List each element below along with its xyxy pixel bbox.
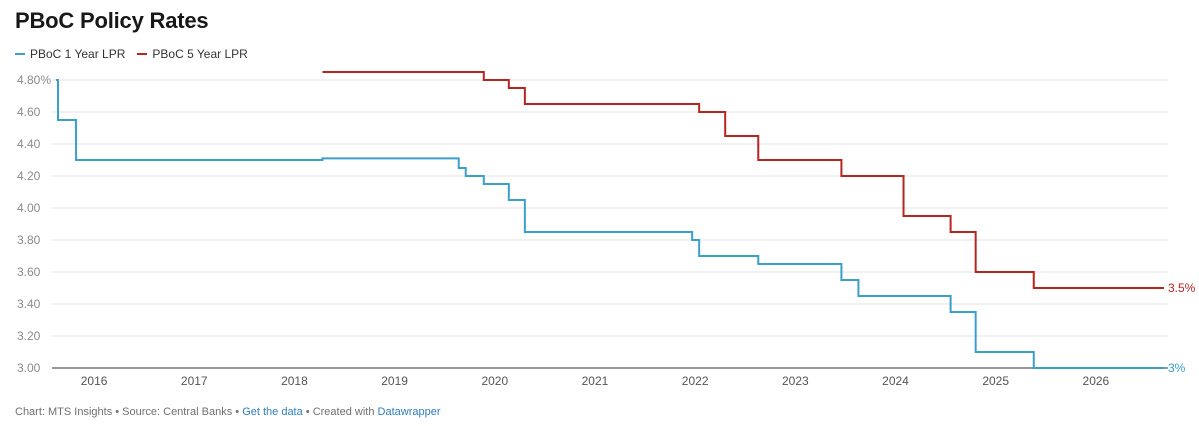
x-tick-label: 2019	[381, 374, 408, 388]
y-tick-label: 4.60	[17, 105, 41, 119]
footer: Chart: MTS Insights • Source: Central Ba…	[15, 406, 441, 418]
x-tick-label: 2020	[481, 374, 508, 388]
x-tick-label: 2021	[582, 374, 609, 388]
legend-label-1-year: PBoC 1 Year LPR	[30, 47, 126, 61]
y-tick-label: 4.80%	[17, 73, 51, 87]
y-tick-label: 4.00	[17, 201, 41, 215]
y-tick-label: 3.40	[17, 297, 41, 311]
legend-label-5-year: PBoC 5 Year LPR	[152, 47, 248, 61]
legend-item-5-year-lpr: PBoC 5 Year LPR	[137, 47, 248, 61]
end-label-5-year: 3.5%	[1168, 281, 1196, 295]
y-tick-label: 4.20	[17, 169, 41, 183]
y-tick-label: 3.00	[17, 361, 41, 375]
x-tick-label: 2025	[982, 374, 1009, 388]
datawrapper-link[interactable]: Datawrapper	[377, 406, 441, 418]
series-line-5-year-lpr	[322, 71, 1164, 289]
chart-title: PBoC Policy Rates	[15, 8, 209, 33]
y-tick-label: 3.20	[17, 329, 41, 343]
get-the-data-link[interactable]: Get the data	[242, 406, 303, 418]
x-tick-label: 2018	[281, 374, 308, 388]
legend-item-1-year-lpr: PBoC 1 Year LPR	[15, 47, 125, 61]
x-tick-label: 2022	[682, 374, 709, 388]
x-tick-label: 2026	[1083, 374, 1110, 388]
x-tick-label: 2017	[181, 374, 208, 388]
y-tick-label: 3.80	[17, 233, 41, 247]
y-tick-label: 3.60	[17, 265, 41, 279]
footer-source: Chart: MTS Insights • Source: Central Ba…	[15, 406, 243, 418]
legend: PBoC 1 Year LPR PBoC 5 Year LPR	[15, 47, 260, 61]
x-tick-label: 2023	[782, 374, 809, 388]
legend-swatch-5-year	[137, 53, 148, 55]
x-tick-label: 2024	[882, 374, 909, 388]
x-tick-label: 2016	[81, 374, 108, 388]
series-line-1-year-lpr	[56, 79, 1164, 369]
footer-created-with: • Created with	[302, 406, 378, 418]
end-label-1-year: 3%	[1168, 361, 1186, 375]
legend-swatch-1-year	[15, 53, 25, 55]
y-tick-label: 4.40	[17, 137, 41, 151]
